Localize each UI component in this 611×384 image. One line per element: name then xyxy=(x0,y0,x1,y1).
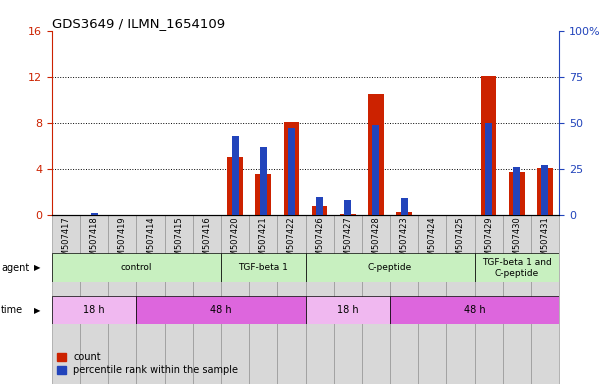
Bar xyxy=(509,172,525,215)
Bar xyxy=(52,253,221,282)
FancyBboxPatch shape xyxy=(136,215,164,384)
FancyBboxPatch shape xyxy=(249,215,277,384)
Text: 48 h: 48 h xyxy=(210,305,232,315)
Bar xyxy=(475,253,559,282)
Bar xyxy=(232,136,238,215)
FancyBboxPatch shape xyxy=(221,215,249,384)
Bar xyxy=(260,147,267,215)
FancyBboxPatch shape xyxy=(418,215,447,384)
FancyBboxPatch shape xyxy=(193,215,221,384)
FancyBboxPatch shape xyxy=(164,215,193,384)
Bar xyxy=(390,296,559,324)
FancyBboxPatch shape xyxy=(80,215,108,384)
Bar xyxy=(52,296,136,324)
FancyBboxPatch shape xyxy=(52,215,80,384)
Bar xyxy=(537,168,553,215)
Bar xyxy=(221,253,306,282)
Text: 18 h: 18 h xyxy=(337,305,359,315)
Bar xyxy=(340,214,356,215)
Legend: count, percentile rank within the sample: count, percentile rank within the sample xyxy=(57,353,238,375)
Bar xyxy=(481,76,496,215)
Bar xyxy=(255,174,271,215)
Bar xyxy=(397,212,412,215)
Text: 48 h: 48 h xyxy=(464,305,485,315)
Text: control: control xyxy=(121,263,152,272)
Bar xyxy=(90,213,98,215)
FancyBboxPatch shape xyxy=(390,215,418,384)
Bar xyxy=(344,200,351,215)
Bar xyxy=(284,122,299,215)
Text: GDS3649 / ILMN_1654109: GDS3649 / ILMN_1654109 xyxy=(52,17,225,30)
Bar xyxy=(306,253,475,282)
FancyBboxPatch shape xyxy=(108,215,136,384)
Bar xyxy=(513,167,521,215)
FancyBboxPatch shape xyxy=(475,215,503,384)
FancyBboxPatch shape xyxy=(306,215,334,384)
Text: TGF-beta 1 and
C-peptide: TGF-beta 1 and C-peptide xyxy=(482,258,552,278)
Bar xyxy=(373,125,379,215)
Text: ▶: ▶ xyxy=(34,263,40,272)
FancyBboxPatch shape xyxy=(362,215,390,384)
Text: time: time xyxy=(1,305,23,315)
FancyBboxPatch shape xyxy=(447,215,475,384)
Bar xyxy=(368,94,384,215)
Bar xyxy=(227,157,243,215)
FancyBboxPatch shape xyxy=(334,215,362,384)
Text: TGF-beta 1: TGF-beta 1 xyxy=(238,263,288,272)
Bar xyxy=(316,197,323,215)
FancyBboxPatch shape xyxy=(531,215,559,384)
Text: C-peptide: C-peptide xyxy=(368,263,412,272)
Bar xyxy=(306,296,390,324)
Text: 18 h: 18 h xyxy=(83,305,105,315)
Text: ▶: ▶ xyxy=(34,306,40,314)
Bar xyxy=(541,165,549,215)
FancyBboxPatch shape xyxy=(277,215,306,384)
Bar xyxy=(401,199,408,215)
Bar xyxy=(485,123,492,215)
FancyBboxPatch shape xyxy=(503,215,531,384)
Bar xyxy=(288,128,295,215)
Text: agent: agent xyxy=(1,263,29,273)
Bar xyxy=(312,206,327,215)
Bar xyxy=(136,296,306,324)
